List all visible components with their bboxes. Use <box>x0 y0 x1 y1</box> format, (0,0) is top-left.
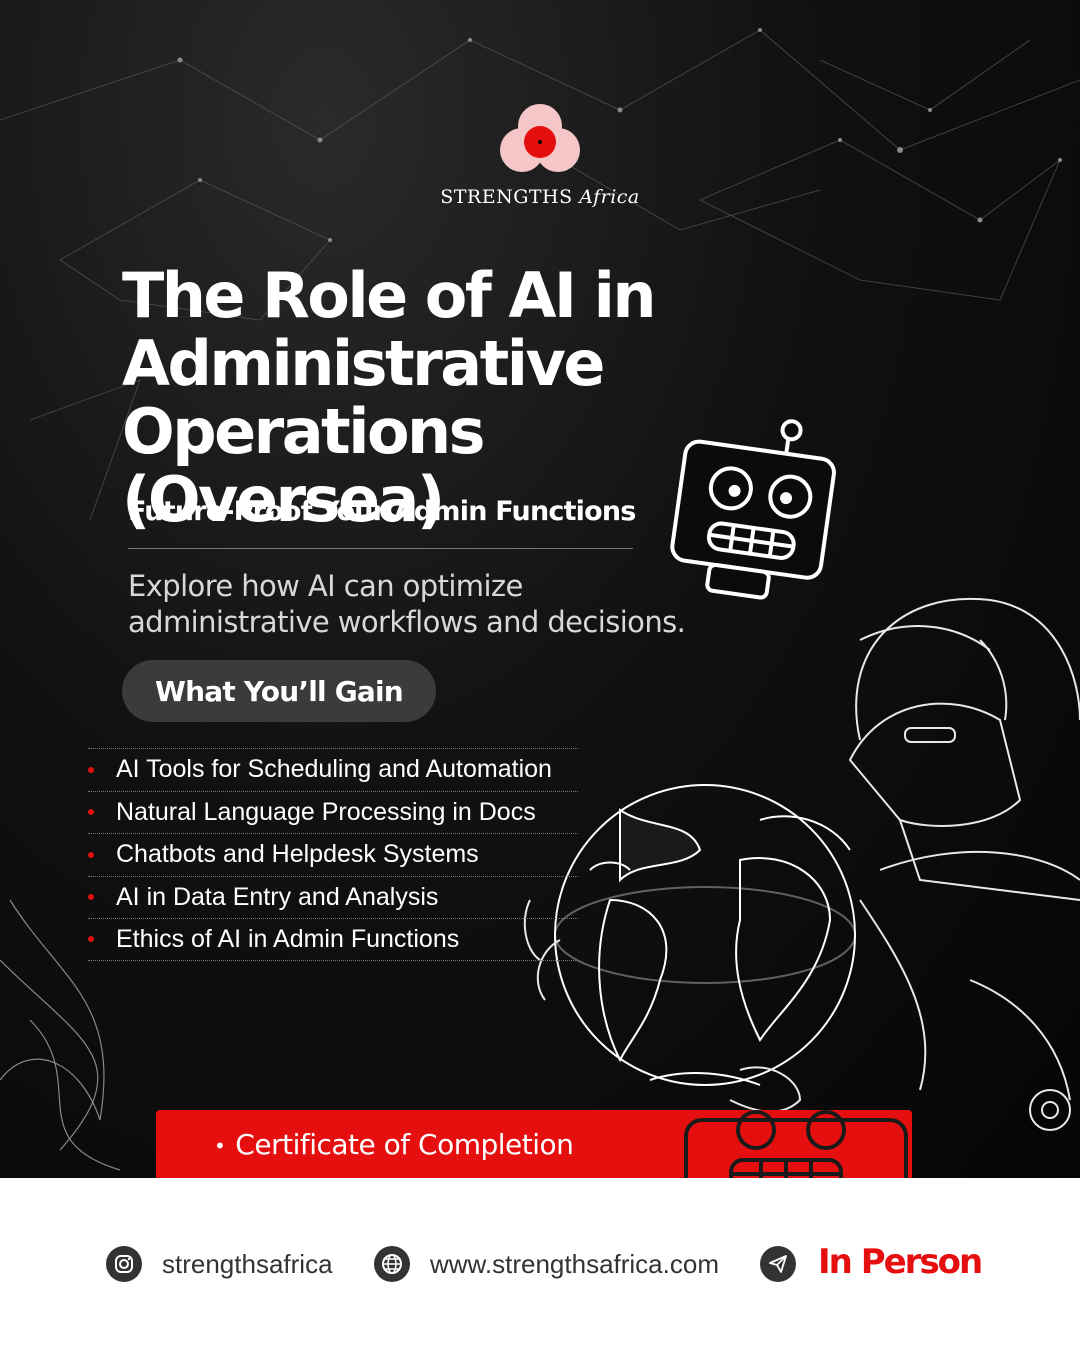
event-subtitle: Future-Proof Your Admin Functions <box>128 496 636 527</box>
certificate-label: • Certificate of Completion <box>214 1128 574 1161</box>
bullet-icon <box>88 936 94 943</box>
subtitle-divider <box>128 548 633 549</box>
title-line-1: The Role of AI in <box>122 259 656 332</box>
in-person-label: In Person <box>818 1242 983 1282</box>
gain-item: Ethics of AI in Admin Functions <box>88 918 578 961</box>
bullet-icon <box>88 851 94 858</box>
instagram-icon <box>106 1246 142 1282</box>
certificate-bullet: • <box>214 1134 226 1158</box>
gains-list: AI Tools for Scheduling and Automation N… <box>88 748 578 961</box>
certificate-text: Certificate of Completion <box>235 1128 574 1161</box>
instagram-link[interactable]: strengthsafrica <box>106 1246 333 1282</box>
brand-wordmark: STRENGTHS Africa <box>440 186 640 208</box>
instagram-handle: strengthsafrica <box>162 1248 333 1279</box>
mode-indicator <box>760 1246 796 1282</box>
strengths-africa-logo-icon <box>500 104 580 172</box>
certificate-banner: • Certificate of Completion <box>156 1110 912 1188</box>
what-youll-gain-heading: What You’ll Gain <box>122 660 436 722</box>
gain-text: Natural Language Processing in Docs <box>116 797 536 826</box>
brand-name-main: STRENGTHS <box>440 186 573 208</box>
event-title: The Role of AI in Administrative Operati… <box>122 262 982 534</box>
gain-item: Chatbots and Helpdesk Systems <box>88 833 578 876</box>
description-line-1: Explore how AI can optimize <box>128 569 523 603</box>
gain-text: AI Tools for Scheduling and Automation <box>116 755 552 784</box>
gain-text: AI in Data Entry and Analysis <box>116 882 439 911</box>
bullet-icon <box>88 894 94 901</box>
description-line-2: administrative workflows and decisions. <box>128 605 686 639</box>
footer: strengthsafrica www.strengthsafrica.com … <box>0 1178 1080 1350</box>
send-icon <box>760 1246 796 1282</box>
gain-item: AI Tools for Scheduling and Automation <box>88 748 578 791</box>
brand-logo: STRENGTHS Africa <box>440 98 640 208</box>
poster-background: STRENGTHS Africa The Role of AI in Admin… <box>0 0 1080 1178</box>
event-description: Explore how AI can optimize administrati… <box>128 568 788 640</box>
robot-head-icon <box>684 1110 908 1188</box>
website-url: www.strengthsafrica.com <box>430 1248 719 1279</box>
gain-item: Natural Language Processing in Docs <box>88 790 578 834</box>
gain-text: Ethics of AI in Admin Functions <box>116 924 460 953</box>
bullet-icon <box>88 766 94 773</box>
title-line-2: Administrative Operations <box>122 327 605 468</box>
title-line-3: (Oversea) <box>122 463 445 536</box>
gain-text: Chatbots and Helpdesk Systems <box>116 840 479 869</box>
gain-item: AI in Data Entry and Analysis <box>88 875 578 919</box>
globe-icon <box>374 1246 410 1282</box>
website-link[interactable]: www.strengthsafrica.com <box>374 1246 719 1282</box>
bullet-icon <box>88 809 94 816</box>
network-background-art <box>0 28 1080 1171</box>
brand-name-italic: Africa <box>579 186 640 208</box>
